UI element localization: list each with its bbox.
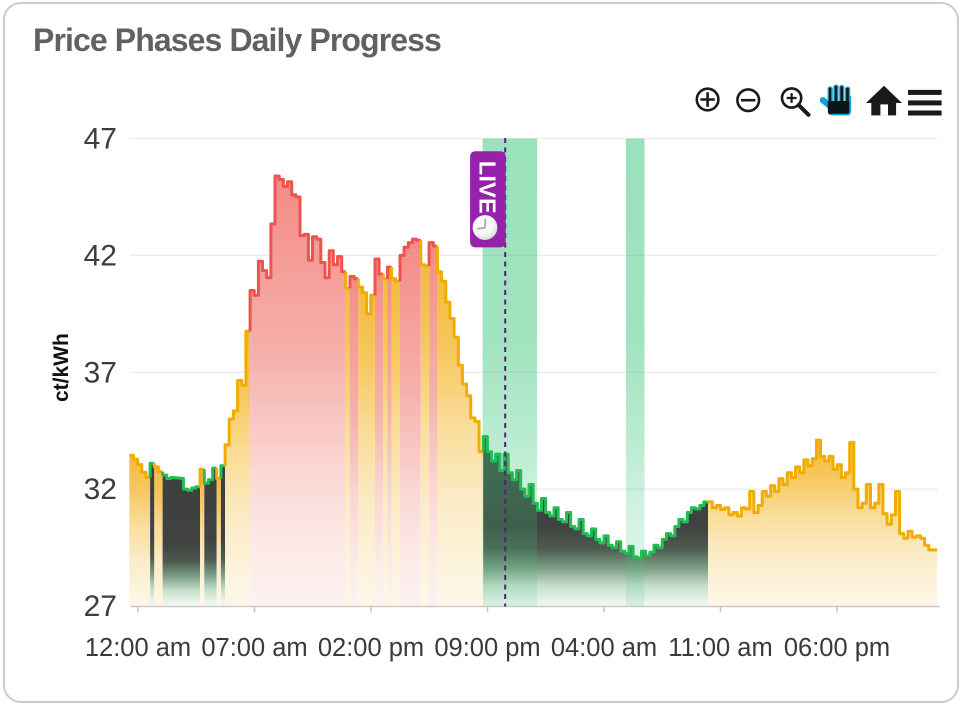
- svg-text:04:00 am: 04:00 am: [551, 634, 657, 662]
- svg-text:47: 47: [84, 123, 117, 156]
- svg-text:37: 37: [84, 356, 117, 389]
- svg-text:11:00 am: 11:00 am: [668, 634, 772, 662]
- svg-text:LIVE: LIVE: [474, 161, 500, 214]
- svg-text:27: 27: [84, 590, 117, 623]
- svg-text:42: 42: [84, 239, 117, 272]
- svg-text:12:00 am: 12:00 am: [85, 634, 191, 662]
- svg-text:09:00 pm: 09:00 pm: [434, 634, 540, 662]
- svg-text:ct/kWh: ct/kWh: [50, 333, 73, 402]
- svg-text:06:00 pm: 06:00 pm: [784, 634, 890, 662]
- svg-text:07:00 am: 07:00 am: [201, 634, 307, 662]
- svg-text:32: 32: [84, 473, 117, 506]
- svg-text:02:00 pm: 02:00 pm: [318, 634, 424, 662]
